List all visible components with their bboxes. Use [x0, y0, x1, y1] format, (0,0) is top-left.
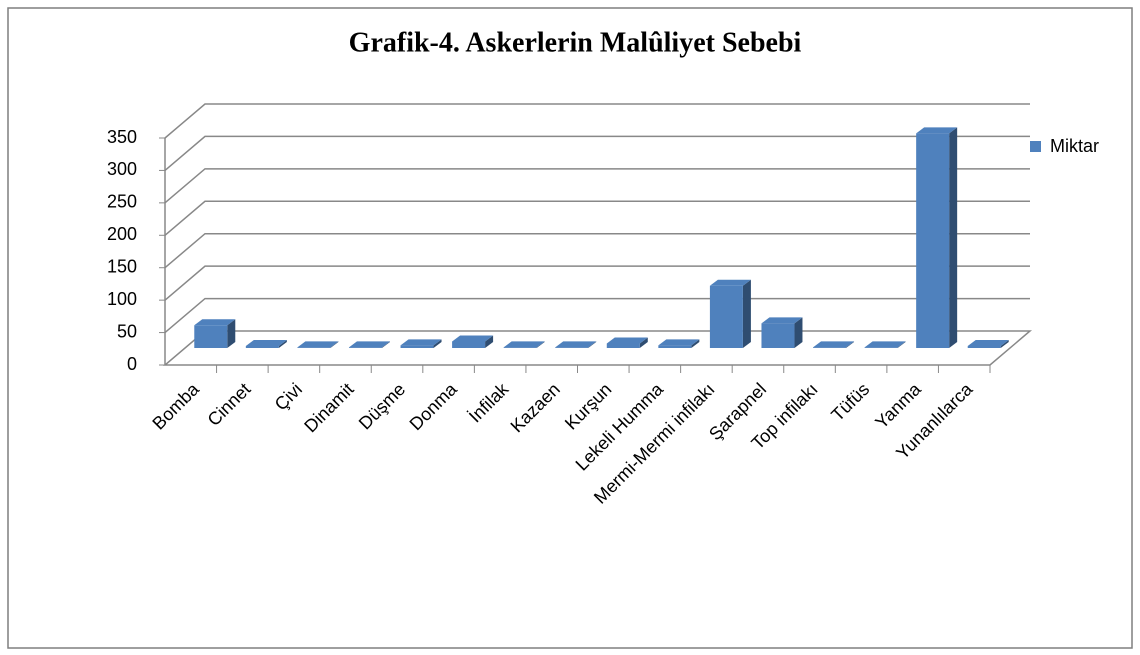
bar-top — [452, 335, 494, 342]
bar-side — [536, 341, 545, 348]
bar-side — [897, 341, 906, 348]
bar-top — [967, 340, 1009, 347]
bar-front — [761, 323, 795, 348]
bar-side — [278, 340, 287, 348]
y-tick-label: 50 — [117, 321, 137, 341]
bar-top — [348, 341, 390, 348]
bar-front — [967, 346, 1001, 348]
bar-side — [381, 341, 390, 348]
bar — [297, 341, 339, 348]
bar — [555, 341, 597, 348]
bar-top — [658, 339, 700, 346]
y-tick-label: 100 — [107, 289, 137, 309]
bar-top — [555, 341, 597, 348]
bar-front — [606, 343, 640, 348]
bar-top — [709, 279, 751, 286]
bar-side — [639, 337, 648, 348]
bar-front — [555, 347, 589, 348]
bar-side — [846, 341, 855, 348]
bar — [503, 341, 545, 348]
y-tick-label: 150 — [107, 256, 137, 276]
bar-side — [949, 127, 958, 348]
bar-top — [503, 341, 545, 348]
bar — [452, 335, 494, 348]
grid-line — [164, 168, 1030, 204]
bar-top — [864, 341, 906, 348]
bar — [709, 279, 751, 348]
bar — [400, 339, 442, 348]
bar-side — [330, 341, 339, 348]
bar-top — [813, 341, 855, 348]
bar — [967, 340, 1009, 348]
bar-top — [245, 340, 287, 347]
bar-top — [400, 339, 442, 346]
y-tick-label: 350 — [107, 127, 137, 147]
bar — [245, 340, 287, 348]
bar — [194, 319, 236, 348]
grid-line — [164, 297, 1030, 334]
y-tick-label: 250 — [107, 192, 137, 212]
bar-top — [761, 317, 803, 324]
bar-side — [433, 339, 442, 348]
bar-side — [691, 339, 700, 348]
bar — [916, 127, 958, 348]
bar-side — [794, 317, 803, 348]
bar-side — [227, 319, 236, 348]
bar-front — [245, 346, 279, 348]
legend-label: Miktar — [1050, 136, 1099, 156]
bar — [348, 341, 390, 348]
bar — [813, 341, 855, 348]
bar — [606, 337, 648, 348]
bar-front — [503, 347, 537, 348]
bar-front — [297, 347, 331, 348]
bar-side — [1000, 340, 1009, 348]
bar-front — [194, 325, 228, 348]
chart-title: Grafik-4. Askerlerin Malûliyet Sebebi — [349, 27, 802, 58]
bar-top — [916, 127, 958, 134]
legend-swatch — [1030, 141, 1041, 152]
bar-top — [194, 319, 236, 326]
grid-line — [164, 265, 1030, 301]
grid-line — [164, 200, 1030, 236]
bar-side — [742, 279, 751, 348]
bar-front — [400, 345, 434, 348]
bar — [658, 339, 700, 348]
bar-front — [348, 347, 382, 348]
bar-front — [916, 133, 950, 348]
bar-front — [709, 285, 743, 348]
bar — [761, 317, 803, 348]
y-tick-label: 200 — [107, 224, 137, 244]
bar-side — [588, 341, 597, 348]
y-tick-label: 300 — [107, 159, 137, 179]
bar-front — [813, 347, 847, 348]
grid-line — [164, 232, 1030, 269]
bar — [864, 341, 906, 348]
bar-top — [297, 341, 339, 348]
bar-front — [452, 341, 486, 348]
bar-front — [658, 345, 692, 348]
bar-front — [864, 347, 898, 348]
grid-line — [164, 103, 1030, 139]
bar-side — [485, 335, 494, 348]
grid-line — [164, 135, 1030, 172]
y-tick-label: 0 — [127, 354, 137, 374]
bar-top — [606, 337, 648, 344]
floor — [162, 330, 1033, 366]
